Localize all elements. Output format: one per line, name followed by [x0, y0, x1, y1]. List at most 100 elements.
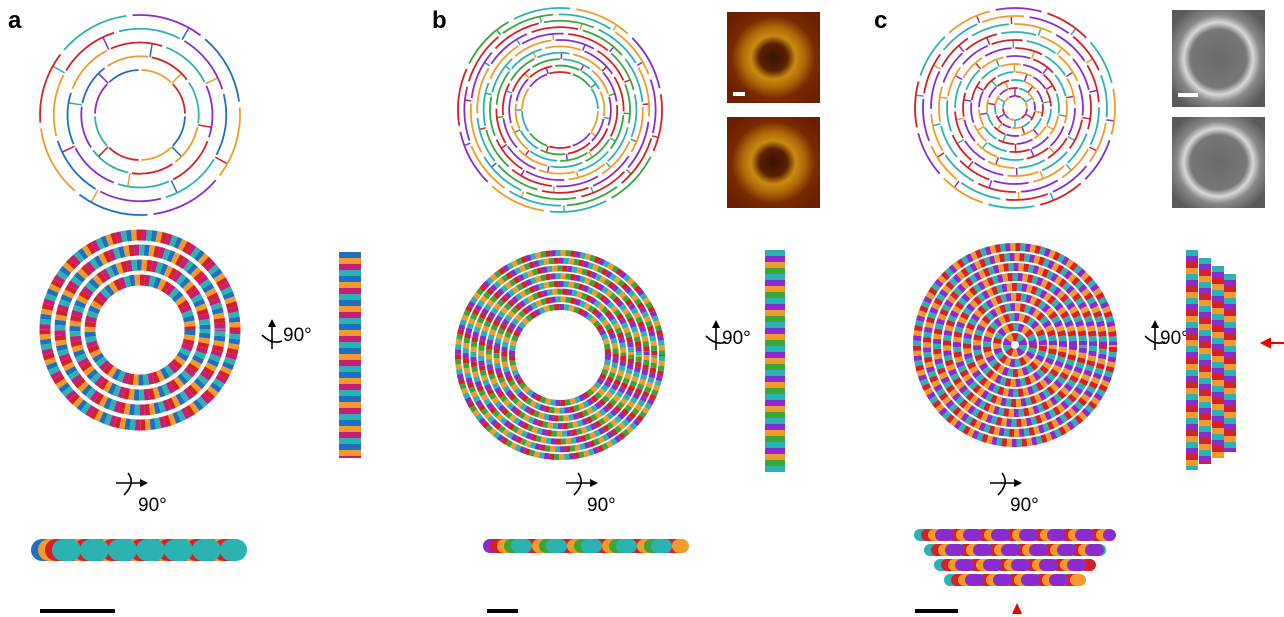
strand	[1011, 80, 1024, 81]
strand	[1015, 96, 1020, 97]
strand	[608, 127, 628, 161]
crossover	[998, 114, 1005, 118]
strand	[1023, 65, 1041, 73]
strand	[152, 57, 187, 79]
strand	[578, 151, 608, 170]
strand	[545, 46, 581, 50]
strand	[522, 89, 529, 109]
crossover	[62, 146, 74, 152]
strand	[988, 204, 1034, 208]
crossover	[626, 170, 631, 174]
strand	[132, 164, 173, 174]
strand	[1037, 90, 1043, 102]
strand	[492, 59, 512, 93]
crossover	[955, 76, 962, 80]
strand	[591, 89, 598, 109]
strand	[955, 111, 963, 137]
strand	[544, 21, 594, 28]
crossover	[980, 113, 988, 114]
crossover	[1089, 147, 1096, 151]
strand	[600, 92, 604, 117]
strand	[109, 70, 139, 82]
rotation-arc	[998, 473, 1005, 495]
strand	[460, 132, 487, 182]
crossover	[954, 181, 959, 187]
strand	[1003, 108, 1004, 113]
scale-bar	[915, 609, 958, 613]
strand	[1014, 24, 1052, 32]
crossover	[916, 95, 924, 96]
strand	[602, 141, 630, 174]
strand	[995, 105, 996, 114]
strand	[1069, 108, 1075, 135]
rotation-label: 90°	[1010, 495, 1039, 516]
strand	[1001, 32, 1036, 35]
panel-label: b	[432, 7, 447, 34]
strand	[989, 87, 996, 98]
strand	[1003, 124, 1011, 128]
crossover	[69, 103, 83, 105]
strand	[119, 29, 180, 39]
panel-label: c	[874, 7, 887, 34]
strand	[464, 87, 469, 141]
strand	[1034, 102, 1035, 111]
strand	[947, 100, 951, 131]
strand	[1026, 108, 1027, 113]
crossover	[996, 59, 999, 66]
crossover	[1024, 74, 1027, 82]
strand	[490, 46, 518, 79]
strand	[551, 163, 583, 168]
strand	[1067, 78, 1075, 104]
crossover	[546, 146, 548, 152]
strand	[67, 93, 73, 144]
strand	[988, 162, 1015, 168]
arrow-head	[590, 479, 598, 487]
crossover	[581, 65, 584, 71]
strand	[1021, 98, 1025, 102]
crossover	[53, 66, 65, 73]
crossover	[934, 65, 941, 69]
crossover	[637, 62, 643, 65]
strand	[1047, 109, 1051, 125]
arrow-head	[268, 319, 276, 327]
crossover	[98, 147, 108, 157]
crossover	[997, 123, 1002, 129]
strand	[994, 181, 1029, 184]
crossover	[1032, 51, 1035, 59]
strand	[977, 143, 997, 156]
strand	[979, 91, 983, 107]
strand	[509, 95, 511, 123]
crossover	[150, 44, 152, 58]
strand	[1085, 140, 1109, 179]
afm-image	[727, 117, 820, 208]
arrow-head	[712, 320, 720, 328]
crossover	[1050, 193, 1053, 200]
crossover	[977, 16, 980, 23]
strand	[1047, 13, 1086, 37]
strand	[1019, 88, 1027, 92]
strand	[189, 83, 199, 124]
strand	[490, 97, 495, 136]
crossover	[548, 166, 549, 172]
strand	[95, 116, 107, 146]
crossover	[172, 147, 182, 157]
strand	[472, 52, 492, 98]
crossover	[624, 80, 630, 83]
scale-bar	[733, 92, 745, 96]
strand	[985, 127, 997, 139]
strand	[205, 39, 239, 101]
strand	[555, 66, 580, 71]
strand	[1015, 119, 1020, 120]
strand	[1033, 166, 1064, 182]
crossover	[91, 190, 98, 202]
strand	[598, 51, 624, 80]
strand	[1034, 77, 1046, 89]
strand	[923, 99, 929, 141]
strand	[111, 43, 162, 49]
strand	[931, 114, 943, 151]
crossover	[1040, 171, 1043, 178]
scale-bar	[1178, 93, 1198, 97]
strand	[1091, 107, 1099, 145]
strand	[1031, 112, 1035, 120]
crossover	[517, 39, 520, 44]
